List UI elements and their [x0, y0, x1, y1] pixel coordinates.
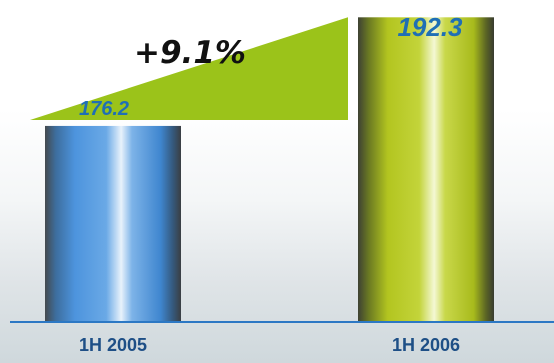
growth-wedge — [30, 17, 348, 120]
x-tick-label-1h-2006: 1H 2006 — [392, 335, 460, 355]
bar-value-label-1h-2006: 192.3 — [397, 12, 463, 42]
growth-annotation: +9.1% — [134, 35, 246, 71]
bar-1h-2006 — [358, 17, 494, 322]
x-tick-label-1h-2005: 1H 2005 — [79, 335, 147, 355]
bar-value-label-1h-2005: 176.2 — [79, 98, 129, 120]
bar-1h-2005 — [45, 125, 181, 322]
